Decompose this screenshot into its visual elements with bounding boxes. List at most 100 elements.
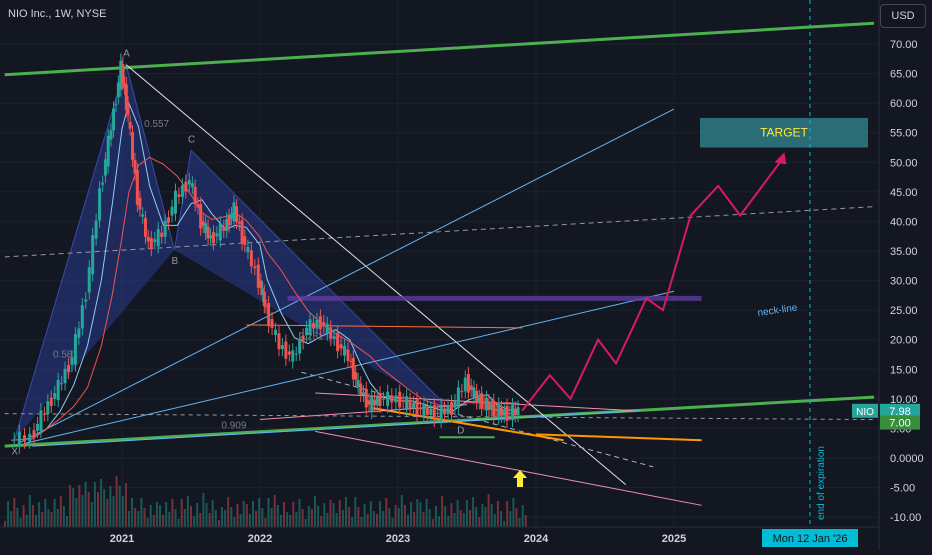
volume-bar	[475, 507, 478, 527]
volume-bar	[410, 502, 413, 527]
volume-bar	[506, 501, 509, 527]
candle-body	[359, 383, 363, 396]
trendlines-layer	[4, 21, 875, 506]
volume-bar	[211, 500, 214, 527]
price-tick-label: 60.00	[890, 98, 918, 110]
volume-bar	[217, 520, 220, 527]
candle-body	[163, 220, 167, 237]
volume-bar	[75, 498, 78, 527]
volume-bar	[214, 510, 217, 527]
candle-body	[232, 202, 236, 222]
candle-body	[394, 395, 398, 403]
volume-bar	[286, 512, 289, 527]
volume-bar	[307, 506, 310, 527]
candle-body	[253, 266, 257, 269]
candle-body	[425, 407, 429, 415]
candle-body	[378, 393, 382, 406]
candle-body	[135, 169, 139, 205]
volume-bar	[162, 515, 165, 527]
volume-bar	[87, 492, 90, 527]
candle-body	[193, 186, 197, 205]
volume-bar	[248, 514, 251, 527]
candle-body	[77, 328, 81, 338]
volume-bar	[469, 510, 471, 527]
candle-body	[124, 84, 128, 111]
date-tag: Mon 12 Jan '26	[773, 533, 848, 545]
candle-body	[262, 291, 266, 307]
candle-body	[386, 391, 390, 406]
candle-body	[336, 332, 340, 352]
candle-body	[167, 217, 171, 223]
candle-body	[398, 391, 402, 408]
candle-body	[325, 323, 329, 334]
candle-body	[123, 83, 127, 88]
volume-bar	[270, 508, 273, 527]
candle-body	[246, 246, 250, 253]
volume-bar	[341, 510, 344, 527]
candle-body	[370, 396, 374, 412]
candle-body	[91, 235, 95, 275]
candle-body	[119, 60, 123, 90]
candle-body	[42, 413, 46, 415]
volume-bar	[447, 516, 450, 527]
candle-body	[211, 232, 215, 244]
volume-bar	[478, 517, 481, 527]
volume-bar	[385, 498, 388, 527]
candle-body	[170, 206, 174, 216]
volume-bar	[165, 502, 168, 527]
volume-bar	[444, 506, 447, 527]
candle-body	[128, 122, 132, 129]
volume-bar	[16, 508, 19, 527]
volume-bar	[279, 515, 282, 527]
price-level-dashed	[4, 413, 875, 421]
candle-body	[346, 349, 350, 362]
volume-bar	[174, 509, 177, 527]
candle-body	[412, 402, 416, 409]
currency-button[interactable]: USD	[880, 4, 926, 28]
volume-bar	[106, 499, 109, 527]
volume-bar	[62, 506, 65, 527]
candle-body	[218, 223, 222, 241]
volume-bar	[146, 518, 149, 527]
candle-body	[249, 250, 253, 267]
candle-body	[173, 190, 177, 214]
volume-bar	[441, 496, 444, 527]
candle-body	[199, 203, 203, 229]
candle-body	[131, 132, 135, 160]
candle-body	[308, 319, 312, 335]
candle-body	[472, 387, 476, 398]
volume-bar	[403, 505, 406, 527]
candle-body	[422, 403, 426, 417]
volume-bar	[100, 479, 103, 527]
candle-body	[351, 357, 355, 380]
forecast-path	[521, 155, 786, 412]
price-tick-label: 30.00	[890, 276, 918, 288]
candle-body	[215, 233, 219, 237]
candle-body	[516, 407, 520, 416]
volume-bar	[22, 505, 25, 527]
candle-body	[274, 329, 278, 335]
candle-body	[160, 232, 164, 237]
candle-body	[356, 379, 360, 387]
volume-bar	[224, 510, 227, 527]
candle-body	[298, 339, 302, 354]
volume-bar	[453, 513, 456, 527]
candle-body	[264, 306, 268, 308]
candle-body	[73, 334, 77, 365]
volume-bar	[515, 508, 518, 527]
price-tick-label: 50.00	[890, 157, 918, 169]
volume-bar	[434, 506, 437, 527]
time-tick-label: 2021	[110, 533, 134, 545]
volume-bar	[314, 496, 316, 527]
fan-line-steep	[18, 108, 675, 444]
volume-bar	[438, 516, 440, 527]
last-price-label: 7.98	[889, 406, 910, 418]
price-tick-label: -5.00	[890, 483, 915, 495]
volume-bar	[44, 499, 47, 527]
volume-bar	[258, 498, 261, 527]
volume-bar	[152, 515, 155, 527]
harmonic-point-label: C	[188, 134, 195, 145]
volume-bar	[59, 496, 62, 527]
